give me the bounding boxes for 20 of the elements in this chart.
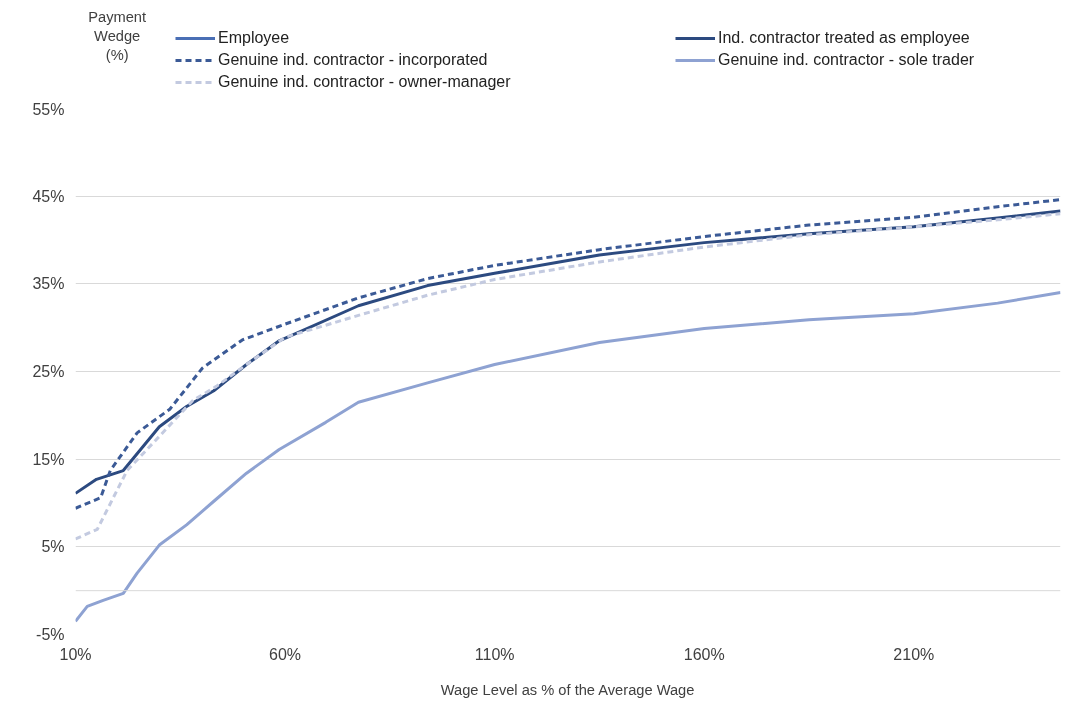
- legend-label: Genuine ind. contractor - incorporated: [218, 50, 489, 70]
- x-tick-label: 10%: [59, 645, 92, 663]
- y-tick-label: 55%: [32, 100, 65, 118]
- x-axis-title: Wage Level as % of the Average Wage: [440, 681, 695, 698]
- x-tick-label: 160%: [683, 645, 725, 663]
- legend-label: Employee: [218, 28, 291, 48]
- x-tick-label: 110%: [474, 645, 515, 663]
- y-tick-label: 5%: [41, 538, 65, 556]
- line-series: [75, 291, 1061, 623]
- legend-label: Genuine ind. contractor - sole trader: [718, 50, 976, 70]
- y-tick-label: 15%: [32, 450, 65, 468]
- x-tick-label: 210%: [893, 645, 935, 663]
- y-tick-label: 25%: [32, 363, 65, 380]
- x-tick-label: 60%: [269, 645, 302, 663]
- legend-label: Ind. contractor treated as employee: [718, 28, 971, 48]
- y-tick-label: -5%: [36, 626, 65, 643]
- y-axis-title: Payment Wedge (%): [88, 8, 147, 63]
- y-tick-label: 35%: [32, 275, 65, 293]
- legend-label: Genuine ind. contractor - owner-manager: [218, 72, 512, 92]
- y-tick-label: 45%: [32, 187, 65, 205]
